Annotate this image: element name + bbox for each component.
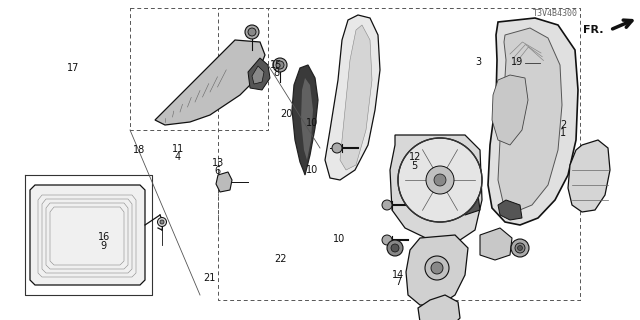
Text: 16: 16 <box>97 232 110 243</box>
Polygon shape <box>292 65 318 175</box>
Circle shape <box>382 235 392 245</box>
Text: 19: 19 <box>511 57 524 68</box>
Text: 9: 9 <box>100 241 107 251</box>
Text: 1: 1 <box>560 128 566 138</box>
Polygon shape <box>30 185 145 285</box>
Circle shape <box>515 243 525 253</box>
Circle shape <box>248 28 256 36</box>
Circle shape <box>425 256 449 280</box>
Circle shape <box>398 138 482 222</box>
Polygon shape <box>406 235 468 305</box>
Text: 15: 15 <box>270 60 283 70</box>
Polygon shape <box>488 18 578 225</box>
Circle shape <box>276 61 284 69</box>
Text: T3V4B4300: T3V4B4300 <box>533 9 578 18</box>
Circle shape <box>434 174 446 186</box>
Polygon shape <box>301 78 313 160</box>
Text: 22: 22 <box>274 254 287 264</box>
Polygon shape <box>390 135 482 240</box>
Circle shape <box>391 244 399 252</box>
Text: 6: 6 <box>214 166 221 176</box>
Text: 3: 3 <box>476 57 482 68</box>
Text: 13: 13 <box>211 158 224 168</box>
Polygon shape <box>458 195 480 215</box>
Circle shape <box>518 245 522 251</box>
Circle shape <box>382 200 392 210</box>
Text: 14: 14 <box>392 269 404 280</box>
Polygon shape <box>216 172 232 192</box>
Polygon shape <box>325 15 380 180</box>
Polygon shape <box>252 66 264 84</box>
Text: 12: 12 <box>408 152 421 163</box>
Text: 2: 2 <box>560 120 566 130</box>
Polygon shape <box>492 75 528 145</box>
Text: 8: 8 <box>273 68 280 78</box>
Polygon shape <box>480 228 512 260</box>
Circle shape <box>160 220 164 224</box>
Circle shape <box>245 25 259 39</box>
Circle shape <box>511 239 529 257</box>
Text: 18: 18 <box>133 145 146 155</box>
Circle shape <box>332 143 342 153</box>
Text: 21: 21 <box>204 273 216 284</box>
Polygon shape <box>340 25 372 170</box>
Polygon shape <box>248 58 270 90</box>
Circle shape <box>157 218 166 227</box>
Circle shape <box>426 166 454 194</box>
Polygon shape <box>155 40 265 125</box>
Text: FR.: FR. <box>582 25 603 35</box>
Text: 11: 11 <box>172 144 184 154</box>
Text: 20: 20 <box>280 108 293 119</box>
Circle shape <box>273 58 287 72</box>
Text: 10: 10 <box>333 234 346 244</box>
Text: 4: 4 <box>175 152 181 162</box>
Polygon shape <box>498 28 562 212</box>
Text: 5: 5 <box>412 161 418 171</box>
Circle shape <box>431 262 443 274</box>
Circle shape <box>387 240 403 256</box>
Polygon shape <box>498 200 522 220</box>
Polygon shape <box>418 295 460 320</box>
Text: 17: 17 <box>67 63 80 73</box>
Polygon shape <box>568 140 610 212</box>
Text: 10: 10 <box>306 164 319 175</box>
Text: 10: 10 <box>306 118 319 128</box>
Text: 7: 7 <box>395 277 401 287</box>
